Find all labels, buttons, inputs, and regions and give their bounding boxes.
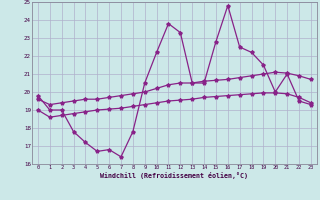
X-axis label: Windchill (Refroidissement éolien,°C): Windchill (Refroidissement éolien,°C)	[100, 172, 248, 179]
